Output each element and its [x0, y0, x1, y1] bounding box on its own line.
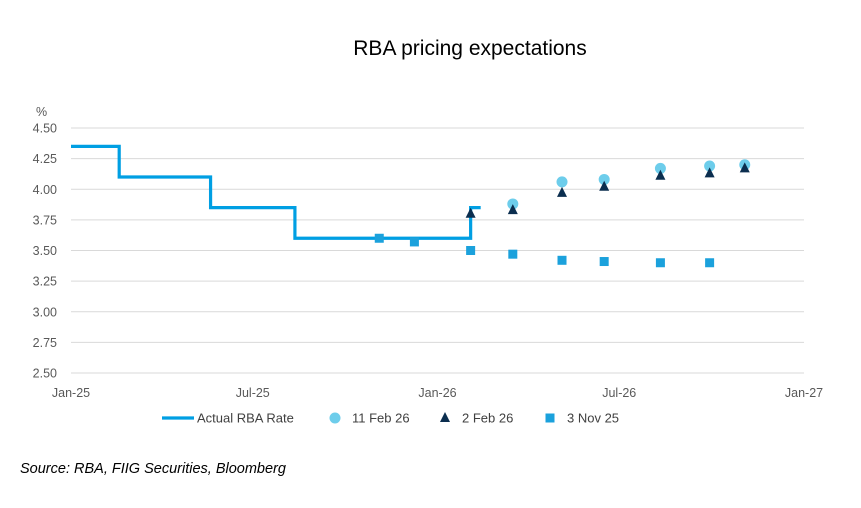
data-point-circle [556, 176, 568, 188]
data-point-circle [598, 173, 610, 185]
x-tick-label: Jan-27 [785, 386, 823, 400]
data-point-circle [507, 198, 519, 210]
series-line-actual-rba-rate [71, 144, 481, 240]
y-axis-label: % [36, 105, 47, 119]
data-point-triangle [440, 412, 450, 422]
data-point-square [545, 413, 555, 423]
data-point-square [599, 257, 609, 267]
y-tick-label: 4.50 [33, 122, 57, 136]
data-point-triangle [465, 207, 476, 218]
x-tick-label: Jul-26 [602, 386, 636, 400]
y-tick-label: 4.25 [33, 152, 57, 166]
data-point-square [508, 249, 518, 259]
y-tick-label: 4.00 [33, 183, 57, 197]
data-point-square [409, 237, 419, 247]
legend-label: 2 Feb 26 [462, 411, 513, 426]
y-tick-label: 3.75 [33, 213, 57, 227]
data-point-circle [329, 412, 341, 424]
source-note: Source: RBA, FIIG Securities, Bloomberg [20, 461, 286, 477]
data-point-square [705, 258, 715, 268]
data-point-triangle [507, 204, 518, 215]
y-tick-label: 3.50 [33, 244, 57, 258]
data-point-square [374, 233, 384, 243]
x-tick-label: Jan-26 [418, 386, 456, 400]
data-point-square [557, 255, 567, 265]
data-point-square [655, 258, 665, 268]
data-point-triangle [739, 162, 750, 173]
legend-label: 3 Nov 25 [567, 411, 619, 426]
y-tick-label: 2.75 [33, 336, 57, 350]
legend-label: 11 Feb 26 [352, 411, 410, 426]
data-point-triangle [557, 186, 568, 197]
chart-title: RBA pricing expectations [353, 37, 586, 60]
data-point-circle [704, 160, 716, 172]
x-tick-label: Jul-25 [236, 386, 270, 400]
y-tick-label: 3.25 [33, 275, 57, 289]
data-point-circle [654, 162, 666, 174]
data-point-triangle [599, 180, 610, 191]
data-point-square [466, 246, 476, 255]
y-tick-label: 3.00 [33, 305, 57, 319]
data-point-triangle [704, 167, 715, 178]
y-tick-label: 2.50 [33, 367, 57, 381]
legend-label: Actual RBA Rate [197, 411, 294, 426]
x-tick-label: Jan-25 [52, 386, 90, 400]
data-point-triangle [655, 169, 666, 180]
